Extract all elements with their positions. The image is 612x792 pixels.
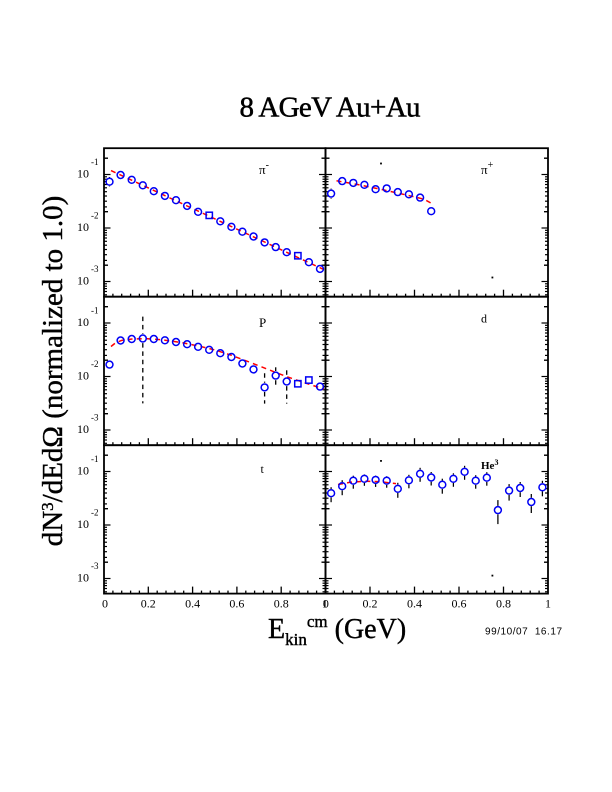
svg-text:10: 10 xyxy=(77,571,89,585)
svg-text:10: 10 xyxy=(77,517,89,531)
svg-text:10: 10 xyxy=(77,422,89,436)
svg-text:10: 10 xyxy=(77,315,89,329)
svg-text:0.8: 0.8 xyxy=(496,597,511,611)
svg-text:P: P xyxy=(259,315,266,330)
svg-text:-2: -2 xyxy=(91,508,99,518)
svg-text:1: 1 xyxy=(322,597,328,611)
svg-text:0.6: 0.6 xyxy=(452,597,467,611)
svg-text:8 AGeV Au+Au: 8 AGeV Au+Au xyxy=(240,92,421,124)
svg-text:-2: -2 xyxy=(91,359,99,369)
svg-text:10: 10 xyxy=(77,464,89,478)
svg-text:10: 10 xyxy=(77,167,89,181)
svg-text:-1: -1 xyxy=(91,306,99,316)
svg-text:He3: He3 xyxy=(481,458,498,472)
svg-text:0: 0 xyxy=(102,597,108,611)
svg-text:0.8: 0.8 xyxy=(274,597,289,611)
svg-text:0: 0 xyxy=(323,597,329,611)
svg-text:1: 1 xyxy=(545,597,551,611)
svg-text:-3: -3 xyxy=(91,264,99,274)
svg-text:-1: -1 xyxy=(91,157,99,167)
svg-text:10: 10 xyxy=(77,274,89,288)
svg-text:0.2: 0.2 xyxy=(141,597,156,611)
svg-text:-1: -1 xyxy=(91,454,99,464)
svg-text:0.6: 0.6 xyxy=(229,597,244,611)
svg-text:0.4: 0.4 xyxy=(185,597,200,611)
svg-text:π-: π- xyxy=(259,160,269,177)
svg-text:dN3/dEdΩ (normalized to 1.0): dN3/dEdΩ (normalized to 1.0) xyxy=(37,196,69,547)
svg-text:-3: -3 xyxy=(91,413,99,423)
svg-text:-3: -3 xyxy=(91,561,99,571)
svg-text:10: 10 xyxy=(77,369,89,383)
svg-text:99/10/07 16.17: 99/10/07 16.17 xyxy=(485,627,562,638)
svg-text:t: t xyxy=(261,462,265,476)
svg-text:Ekincm (GeV): Ekincm (GeV) xyxy=(268,612,406,649)
svg-text:d: d xyxy=(481,312,487,326)
svg-text:π+: π+ xyxy=(481,160,494,177)
svg-text:10: 10 xyxy=(77,220,89,234)
svg-text:0.4: 0.4 xyxy=(407,597,422,611)
svg-text:0.2: 0.2 xyxy=(363,597,378,611)
svg-text:-2: -2 xyxy=(91,211,99,221)
